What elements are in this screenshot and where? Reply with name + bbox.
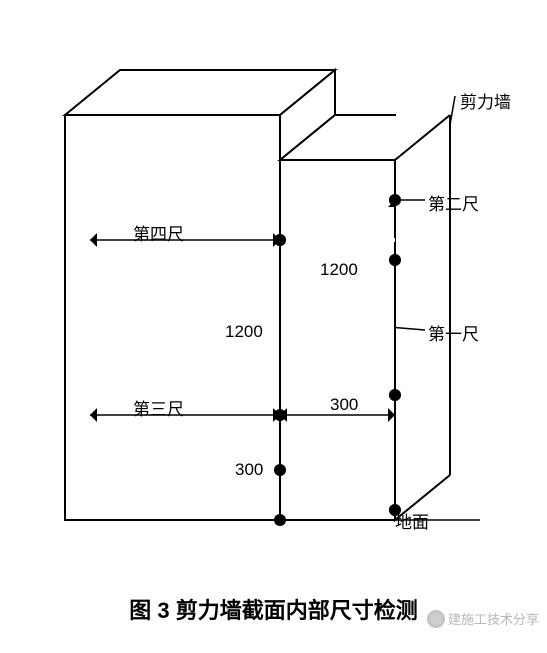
label-ruler-2: 第二尺 [428, 190, 479, 215]
wall-diagram-svg [0, 0, 547, 580]
dim-right-upper: 1200 [320, 260, 358, 280]
dim-right-lower: 300 [330, 395, 358, 415]
dim-left-upper: 1200 [225, 322, 263, 342]
label-shear-wall: 剪力墙 [460, 88, 511, 113]
watermark-text: 建施工技术分享 [448, 609, 539, 628]
dim-left-lower: 300 [235, 460, 263, 480]
label-ruler-1: 第一尺 [428, 320, 479, 345]
figure-caption: 图 3 剪力墙截面内部尺寸检测 [129, 593, 417, 625]
watermark-icon [427, 610, 445, 628]
label-ruler-4: 第四尺 [133, 220, 184, 245]
label-ruler-3: 第三尺 [133, 395, 184, 420]
diagram-container: 剪力墙 第二尺 第一尺 第四尺 第三尺 地面 1200 300 1200 300 [0, 0, 547, 580]
label-ground: 地面 [395, 508, 429, 533]
watermark: 建施工技术分享 [427, 609, 539, 628]
